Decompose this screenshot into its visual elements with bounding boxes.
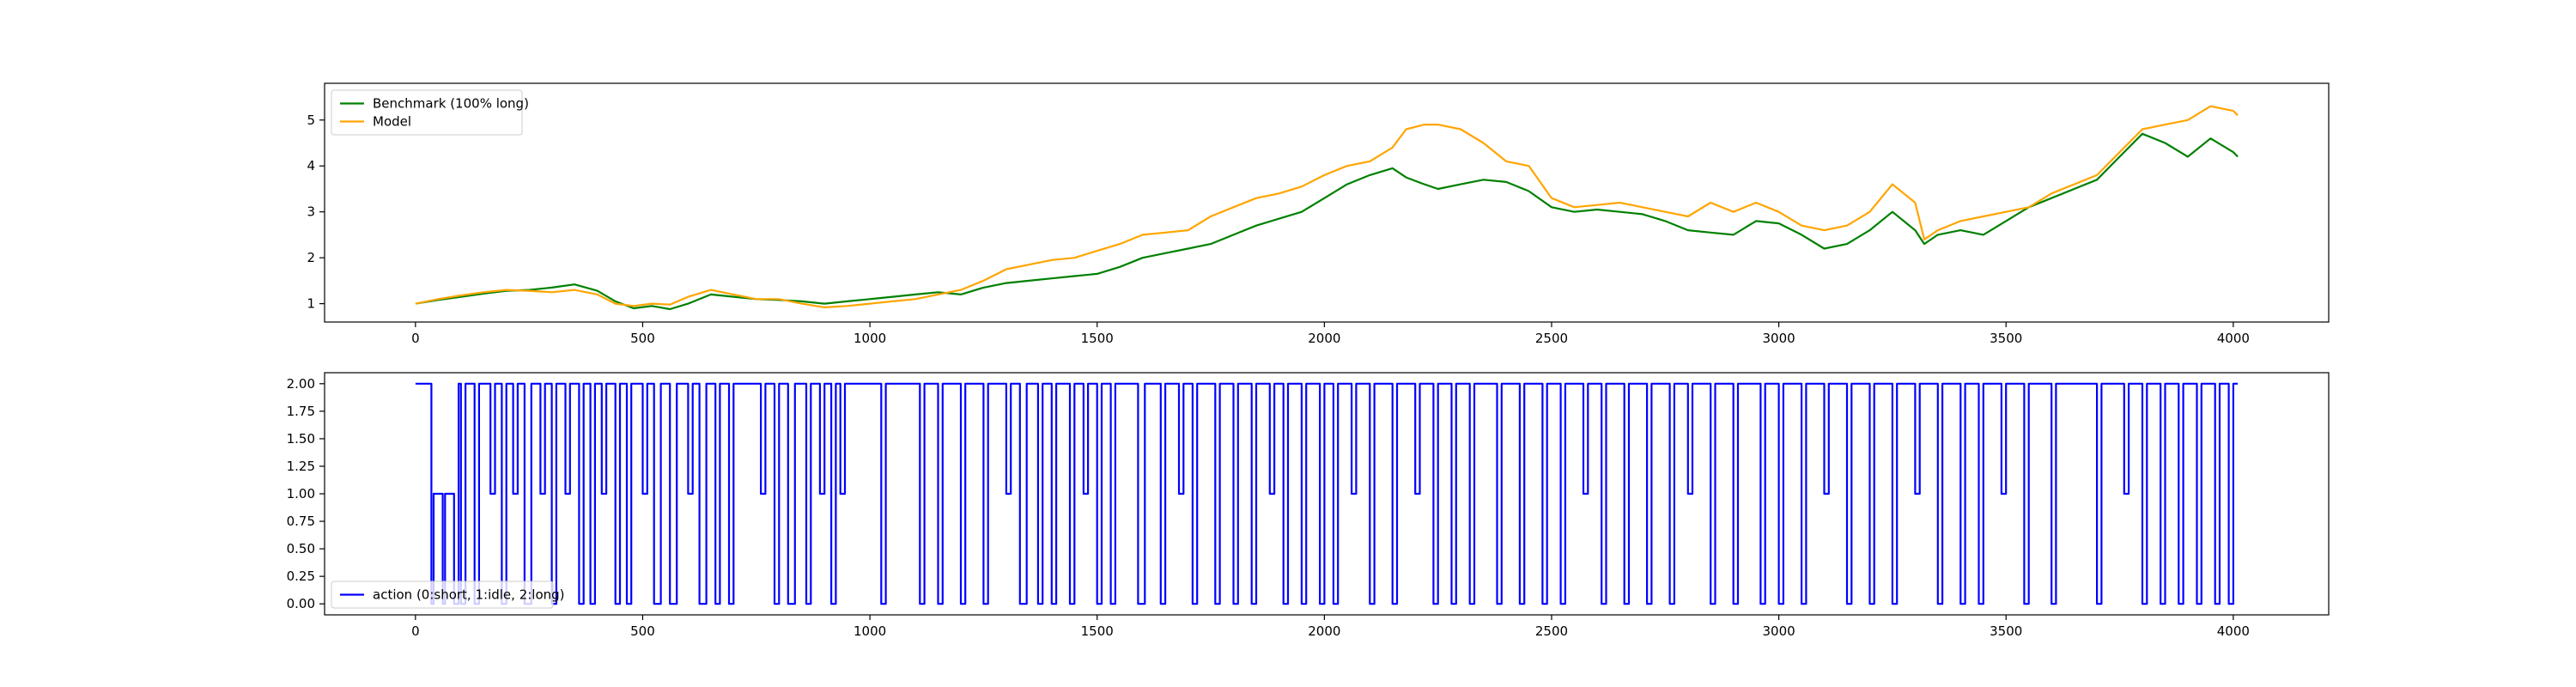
legend-label: Benchmark (100% long): [373, 96, 529, 112]
y-tick-label: 2: [307, 250, 315, 265]
x-tick-label: 3500: [1990, 623, 2022, 639]
x-tick-label: 4000: [2217, 623, 2250, 639]
x-tick-label: 500: [630, 331, 655, 346]
y-tick-label: 0.25: [287, 568, 315, 584]
x-tick-label: 3500: [1990, 331, 2022, 346]
x-tick-label: 1000: [854, 623, 886, 639]
y-tick-label: 0.75: [287, 514, 315, 529]
x-tick-label: 1500: [1081, 331, 1114, 346]
y-tick-label: 1.50: [287, 431, 315, 447]
y-tick-label: 3: [307, 204, 315, 220]
x-tick-label: 2000: [1308, 623, 1340, 639]
x-tick-label: 3000: [1763, 331, 1795, 346]
x-tick-label: 0: [411, 623, 420, 639]
x-tick-label: 1000: [854, 331, 886, 346]
axes-frame: [324, 82, 2330, 323]
y-tick-label: 5: [307, 112, 315, 128]
legend-label: action (0:short, 1:idle, 2:long): [373, 587, 565, 603]
x-tick-label: 3000: [1763, 623, 1795, 639]
series-line-model: [415, 105, 2239, 308]
equity-chart: 0 500 1000 1500 2000 2500 3000 3500 4000 1 2 3 4 5 Ben…: [307, 82, 2330, 346]
x-tick-label: 4000: [2217, 331, 2250, 346]
series-group: [415, 382, 2239, 605]
x-tick-label: 500: [630, 623, 655, 639]
series-line-benchmark: [415, 132, 2239, 311]
y-tick-label: 1.00: [287, 486, 315, 502]
x-tick-label: 2500: [1535, 623, 1568, 639]
series-group: [415, 105, 2239, 311]
x-tick-label: 1500: [1081, 623, 1114, 639]
legend-label: Model: [373, 114, 411, 130]
y-tick-label: 1: [307, 296, 315, 312]
y-tick-label: 1.25: [287, 459, 315, 474]
action-chart: 0 500 1000 1500 2000 2500 3000 3500 4000 0.00 0.25…: [287, 372, 2330, 639]
y-tick-label: 1.75: [287, 404, 315, 419]
y-tick-label: 0.00: [287, 596, 315, 611]
legend-box: [331, 581, 554, 609]
series-line-action: [415, 382, 2239, 605]
legend: Benchmark (100% long) Model: [331, 89, 529, 136]
legend-box: [331, 89, 523, 136]
y-tick-label: 4: [307, 158, 315, 173]
x-tick-label: 0: [411, 331, 420, 346]
y-tick-label: 0.50: [287, 541, 315, 556]
legend: action (0:short, 1:idle, 2:long): [331, 581, 565, 609]
y-tick-label: 2.00: [287, 376, 315, 392]
x-tick-label: 2000: [1308, 331, 1340, 346]
x-tick-label: 2500: [1535, 331, 1568, 346]
